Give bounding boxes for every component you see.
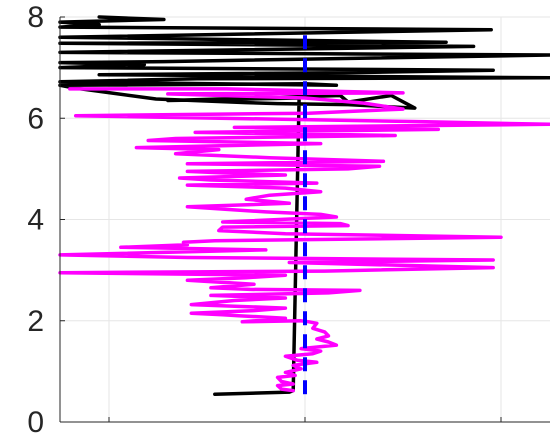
y-tick-label-4: 8 (27, 1, 44, 34)
y-tick-label-3: 6 (27, 102, 44, 135)
axes (59, 16, 550, 423)
tick-labels: 0 2 4 6 8 (27, 1, 44, 439)
y-tick-label-0: 0 (27, 406, 44, 439)
y-tick-label-2: 4 (27, 204, 44, 237)
series-line-1 (58, 87, 550, 393)
y-tick-label-1: 2 (27, 305, 44, 338)
plot-series (58, 15, 550, 396)
